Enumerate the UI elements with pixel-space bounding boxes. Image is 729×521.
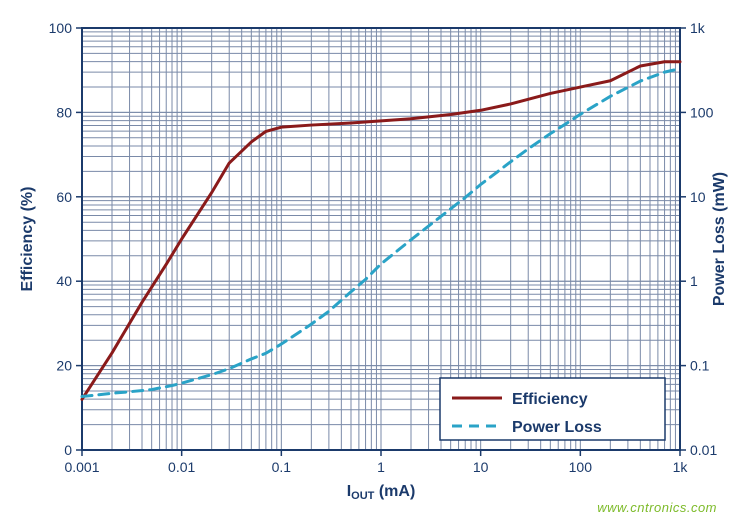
y-left-tick-label: 80 [56,104,72,120]
y-right-tick-label: 10 [690,189,706,205]
y-right-axis-label: Power Loss (mW) [711,172,728,306]
legend-label: Power Loss [512,419,602,436]
x-tick-label: 0.001 [64,459,99,475]
legend-label: Efficiency [512,391,588,408]
x-tick-label: 0.1 [272,459,292,475]
y-left-tick-label: 0 [64,442,72,458]
y-right-tick-label: 0.1 [690,358,710,374]
y-right-tick-label: 100 [690,104,714,120]
x-tick-label: 100 [569,459,593,475]
legend: Efficiency Power Loss [440,378,665,440]
chart-container: 0.0010.010.11101001kIOUT (mA)02040608010… [0,0,729,521]
x-tick-label: 1k [673,459,689,475]
y-left-tick-label: 20 [56,358,72,374]
x-tick-label: 10 [473,459,489,475]
y-left-tick-label: 40 [56,273,72,289]
y-right-tick-label: 1k [690,20,706,36]
y-left-axis-label: Efficiency (%) [19,187,36,292]
watermark-text: www.cntronics.com [597,500,717,515]
x-tick-label: 1 [377,459,385,475]
y-right-tick-label: 0.01 [690,442,717,458]
y-right-tick-label: 1 [690,273,698,289]
y-left-tick-label: 100 [49,20,73,36]
efficiency-powerloss-chart: 0.0010.010.11101001kIOUT (mA)02040608010… [0,0,729,521]
x-tick-label: 0.01 [168,459,195,475]
y-left-tick-label: 60 [56,189,72,205]
